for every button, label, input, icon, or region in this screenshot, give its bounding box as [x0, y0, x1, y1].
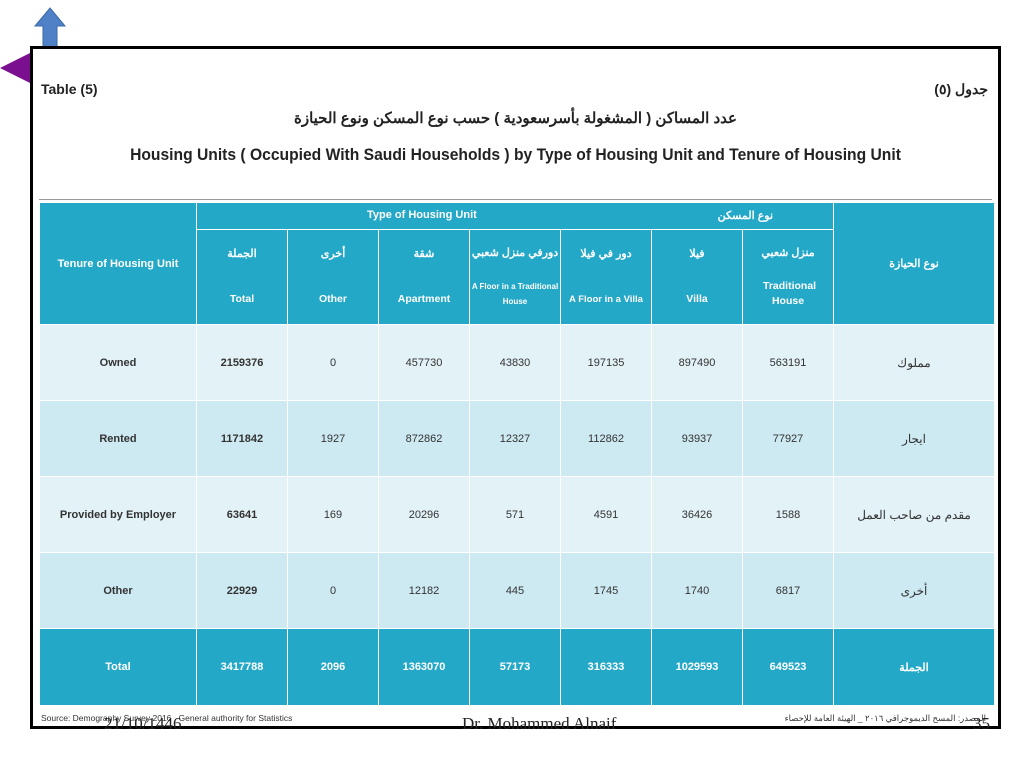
table-label-ar: جدول (٥) — [934, 81, 988, 97]
col-header-floor-villa: دور في فيلا A Floor in a Villa — [560, 229, 652, 325]
table-row: Rented 1171842 1927 872862 12327 112862 … — [39, 400, 996, 477]
left-arrow-icon[interactable] — [0, 53, 32, 83]
divider — [39, 199, 992, 200]
tenure-header-ar: نوع الحيازة — [833, 202, 996, 325]
housing-table: Tenure of Housing Unit Type of Housing U… — [39, 202, 996, 706]
table-label-en: Table (5) — [41, 81, 98, 97]
table-title-ar: عدد المساكن ( المشغولة بأسرسعودية ) حسب … — [293, 110, 737, 127]
col-header-villa: فيلا Villa — [651, 229, 743, 325]
type-header: Type of Housing Unit نوع المسكن — [195, 202, 835, 230]
up-arrow-icon[interactable] — [33, 6, 67, 50]
col-header-floor-traditional: دورفي منزل شعبي A Floor in a Traditional … — [469, 229, 561, 325]
col-header-total: الجملة Total — [196, 229, 288, 325]
table-row: Provided by Employer 63641 169 20296 571… — [39, 476, 996, 553]
tenure-header-en: Tenure of Housing Unit — [39, 202, 197, 325]
page-number: 35 — [973, 714, 990, 733]
slide-frame: Table (5) جدول (٥) عدد المساكن ( المشغول… — [30, 46, 1001, 729]
footer-author: Dr. Mohammed Alnaif — [462, 714, 617, 733]
total-row: Total 3417788 2096 1363070 57173 316333 … — [39, 628, 996, 706]
type-header-ar: نوع المسكن — [717, 210, 774, 222]
col-header-other: أخرى Other — [287, 229, 379, 325]
type-header-en: Type of Housing Unit — [367, 209, 477, 221]
source-note-en: Source: Demography Survey 2016 , General… — [41, 713, 293, 723]
source-note-ar: المصدر: المسح الديموجرافي ٢٠١٦ _ الهيئة … — [784, 713, 986, 723]
table-title-en: Housing Units ( Occupied With Saudi Hous… — [130, 145, 901, 164]
table-row: Owned 2159376 0 457730 43830 197135 8974… — [39, 324, 996, 401]
footer-date: 21/10/1446 — [104, 714, 182, 733]
col-header-traditional-house: منزل شعبي Traditional House — [741, 229, 835, 325]
col-header-apartment: شقة Apartment — [378, 229, 470, 325]
table-row: Other 22929 0 12182 445 1745 1740 6817 أ… — [39, 552, 996, 629]
